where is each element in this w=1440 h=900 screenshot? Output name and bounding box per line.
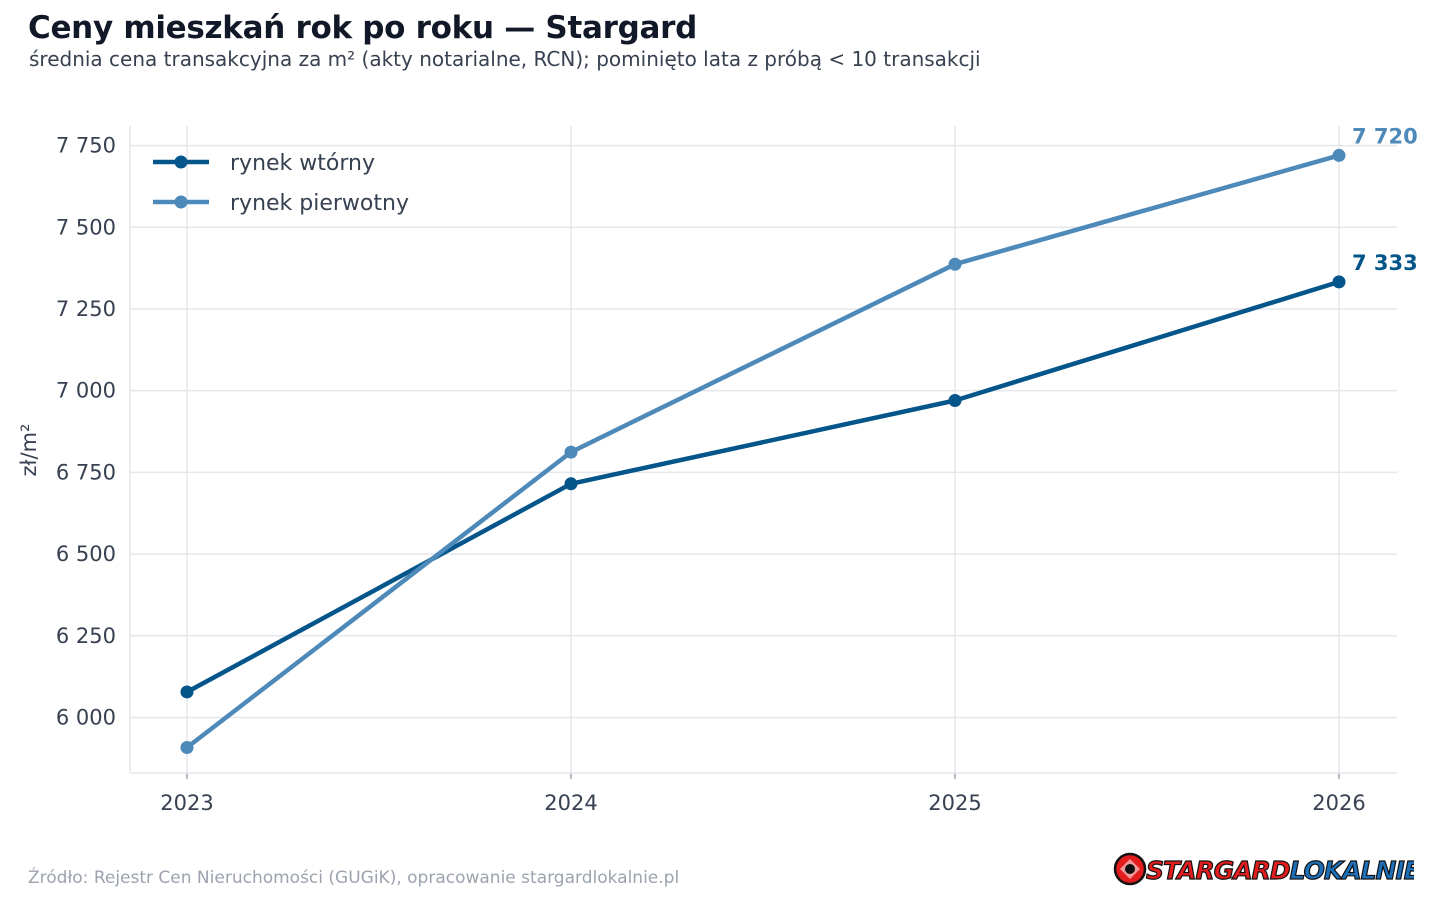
axes [129,126,1397,774]
y-tick-label: 7 250 [56,297,116,321]
data-point [564,477,578,491]
data-point [564,445,578,459]
end-value-label: 7 333 [1352,251,1418,275]
y-tick-labels: 6 000 6 250 6 500 6 750 7 000 7 250 7 500 7 750 [56,134,116,730]
data-point [180,685,194,699]
y-tick-label: 6 250 [56,624,116,648]
series [180,148,1346,755]
logo-text: STARGARDLOKALNIE.PL [1146,856,1414,885]
legend-swatch-marker [174,155,188,169]
x-tick-label: 2023 [160,791,213,815]
logo-text-part2: LOKALNIE.PL [1290,856,1414,885]
x-tick-label: 2026 [1312,791,1365,815]
legend-swatch-marker [174,195,188,209]
end-labels: 7 333 7 720 [1352,124,1418,274]
data-point [948,257,962,271]
legend-label: rynek pierwotny [230,191,409,216]
y-tick-label: 6 750 [56,460,116,484]
x-tick-label: 2024 [544,791,597,815]
data-point [1332,275,1346,289]
legend: rynek wtórny rynek pierwotny [153,151,409,216]
site-logo: STARGARDLOKALNIE.PL [1113,852,1414,886]
data-point [1332,148,1346,162]
source-note: Źródło: Rejestr Cen Nieruchomości (GUGiK… [28,868,680,888]
logo-text-part1: STARGARD [1146,856,1290,885]
gridlines [130,126,1397,779]
series-line [184,153,1342,750]
x-tick-label: 2025 [928,791,981,815]
y-tick-label: 6 500 [56,542,116,566]
griffin-emblem-icon [1113,852,1147,886]
chart-title: Ceny mieszkań rok po roku — Stargard [28,10,697,46]
y-tick-label: 7 500 [56,215,116,239]
chart-subtitle: średnia cena transakcyjna za m² (akty no… [29,47,981,71]
x-tick-labels: 2023 2024 2025 2026 [160,791,1365,815]
data-point [948,393,962,407]
end-value-label: 7 720 [1352,124,1418,148]
data-point [180,741,194,755]
y-tick-label: 7 000 [56,379,116,403]
y-axis-label: zł/m² [17,424,41,477]
series-line [184,279,1342,695]
legend-label: rynek wtórny [230,151,375,176]
y-tick-label: 6 000 [56,705,116,729]
y-tick-label: 7 750 [56,134,116,158]
